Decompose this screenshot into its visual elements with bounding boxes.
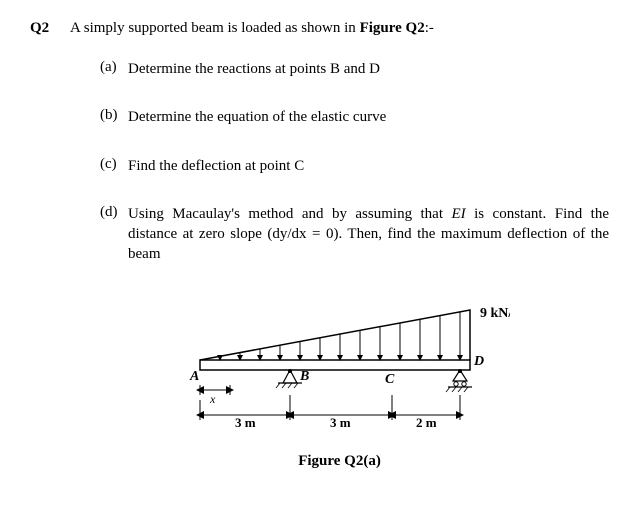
part-b: (b) Determine the equation of the elasti… (70, 107, 609, 127)
point-a: A (189, 369, 199, 384)
x-label: x (209, 392, 216, 406)
part-label: (d) (100, 204, 128, 265)
part-d: (d) Using Macaulay's method and by assum… (70, 204, 609, 265)
part-a: (a) Determine the reactions at points B … (70, 59, 609, 79)
question-number: Q2 (30, 20, 70, 37)
dim-2: 3 m (330, 415, 351, 430)
part-label: (a) (100, 59, 128, 79)
part-label: (c) (100, 156, 128, 176)
part-label: (b) (100, 107, 128, 127)
part-text: Determine the reactions at points B and … (128, 59, 609, 79)
part-text: Find the deflection at point C (128, 156, 609, 176)
part-d-em: EI (451, 206, 465, 222)
part-c: (c) Find the deflection at point C (70, 156, 609, 176)
part-d-pre: Using Macaulay's method and by assuming … (128, 206, 451, 222)
intro-post: :- (425, 20, 434, 36)
question-row: Q2 A simply supported beam is loaded as … (30, 20, 609, 470)
intro-figref: Figure Q2 (360, 20, 425, 36)
figure-wrap: 9 kN/m A B (70, 295, 609, 470)
part-text: Determine the equation of the elastic cu… (128, 107, 609, 127)
point-c: C (385, 372, 395, 387)
question-body: A simply supported beam is loaded as sho… (70, 20, 609, 470)
part-text: Using Macaulay's method and by assuming … (128, 204, 609, 265)
point-d: D (473, 354, 484, 369)
beam-figure: 9 kN/m A B (170, 295, 510, 445)
dim-3: 2 m (416, 415, 437, 430)
point-b: B (299, 369, 309, 384)
figure-caption: Figure Q2(a) (70, 453, 609, 470)
load-label: 9 kN/m (480, 306, 510, 321)
dim-1: 3 m (235, 415, 256, 430)
question-intro: A simply supported beam is loaded as sho… (70, 20, 609, 37)
intro-pre: A simply supported beam is loaded as sho… (70, 20, 360, 36)
